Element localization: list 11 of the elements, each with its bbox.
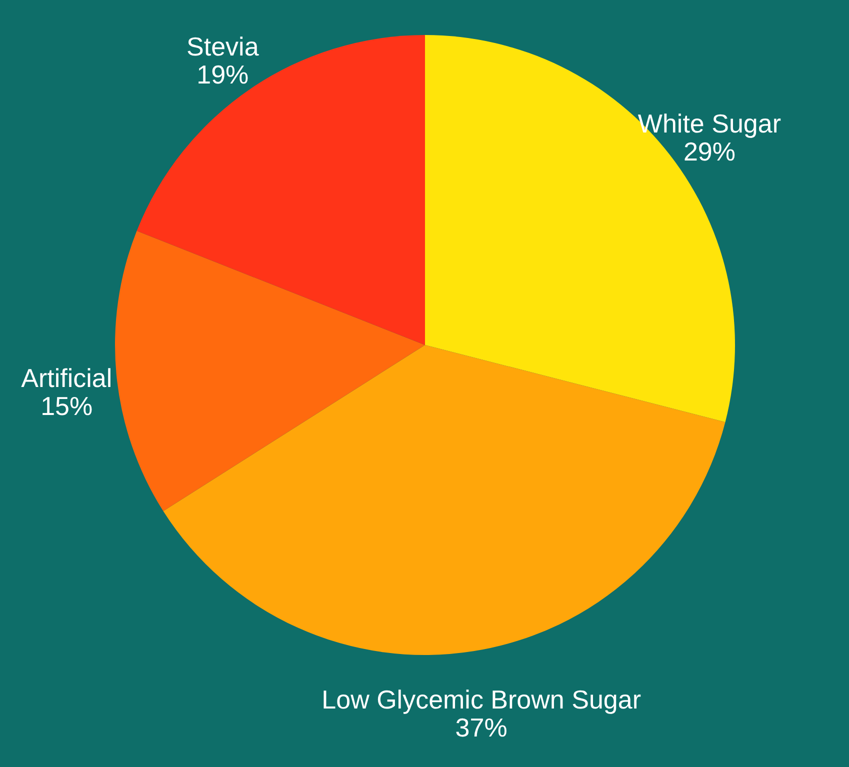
data-label: 37% [455,712,508,743]
slice-label: White Sugar [638,108,782,138]
slice-label: Artificial [21,362,112,393]
data-label: 19% [196,59,249,90]
slice-label: Stevia [186,31,260,62]
pie-slice [163,345,726,655]
slice-label: Low Glycemic Brown Sugar [322,684,642,715]
pie-slice [115,230,425,512]
data-label: 15% [40,390,93,421]
data-label: 29% [683,136,736,166]
pie-slice [136,35,425,345]
